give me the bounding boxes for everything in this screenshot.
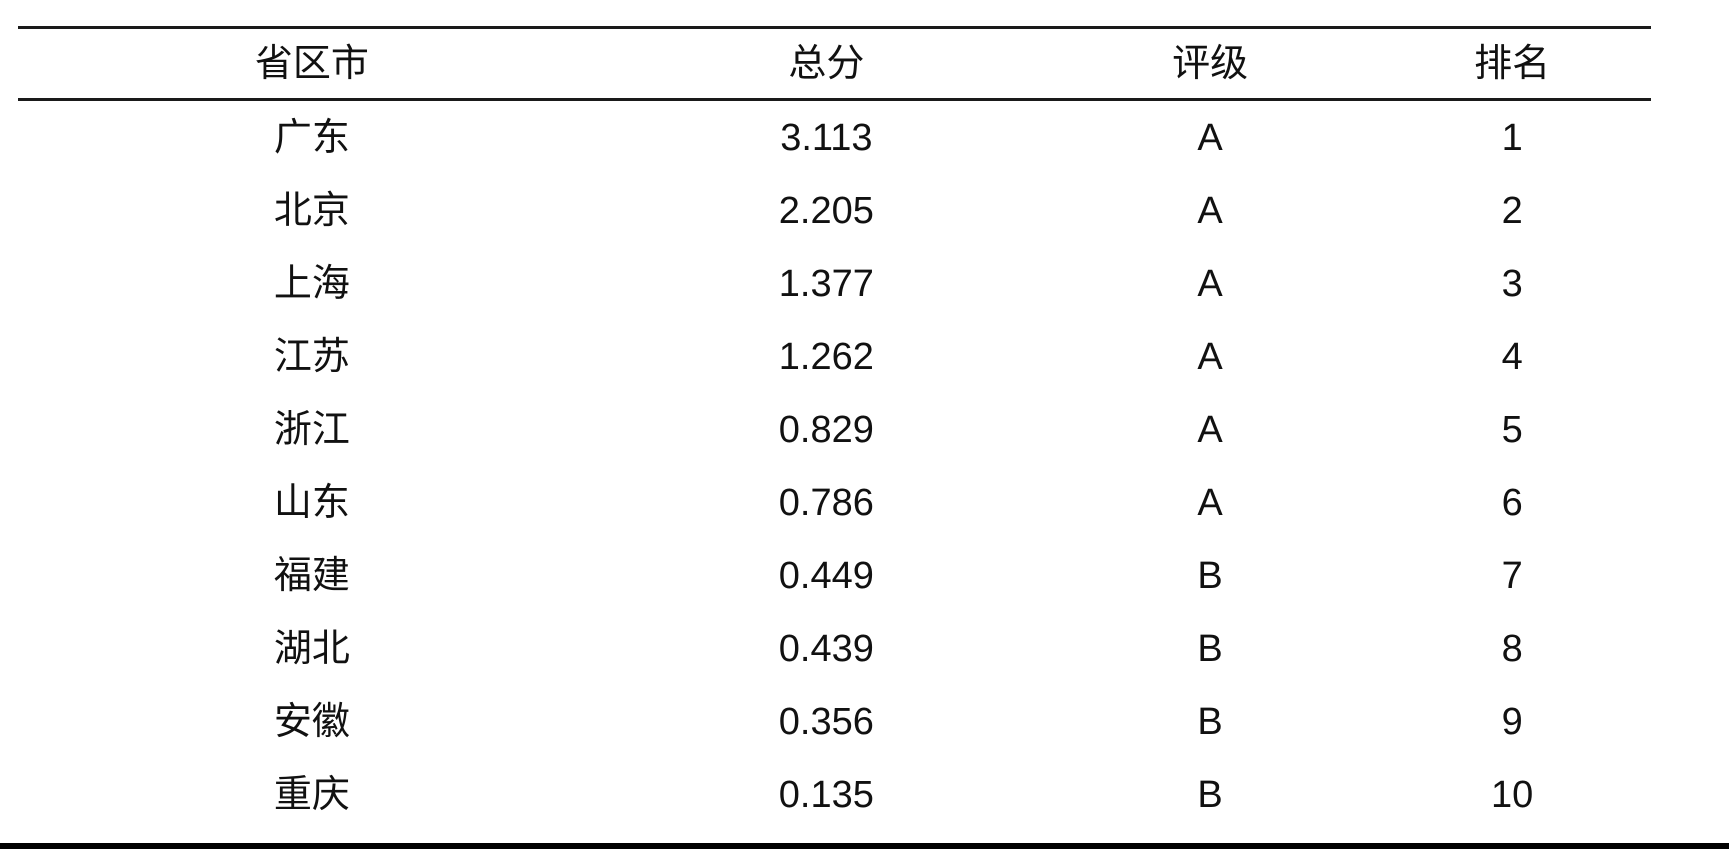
rank-cell: 6 [1501,481,1523,524]
table-row: 山东 0.786 A 6 [18,466,1651,539]
rank-cell: 7 [1501,554,1523,597]
ranking-table: 省区市 总分 评级 排名 广东 3.113 A 1 北京 2.205 A 2 上… [18,26,1651,831]
table-top-rule [18,26,1651,29]
rating-cell: B [1197,700,1223,743]
province-cell: 重庆 [273,773,350,816]
table-row: 福建 0.449 B 7 [18,539,1651,612]
table-row: 安徽 0.356 B 9 [18,685,1651,758]
rank-cell: 10 [1491,773,1534,816]
rating-cell: B [1197,627,1223,670]
bottom-edge-bar [0,843,1729,849]
table-row: 浙江 0.829 A 5 [18,393,1651,466]
province-cell: 上海 [273,262,350,305]
score-cell: 0.439 [778,627,874,670]
score-cell: 1.262 [778,335,874,378]
rank-cell: 4 [1501,335,1523,378]
table-header-rule [18,98,1651,101]
header-province: 省区市 [254,42,369,85]
province-cell: 湖北 [273,627,350,670]
score-cell: 0.829 [778,408,874,451]
score-cell: 0.356 [778,700,874,743]
province-cell: 安徽 [273,700,350,743]
score-cell: 3.113 [780,116,873,159]
rank-cell: 8 [1501,627,1523,670]
table-row: 北京 2.205 A 2 [18,174,1651,247]
province-cell: 北京 [273,189,350,232]
rating-cell: A [1197,335,1223,378]
rating-cell: A [1197,189,1223,232]
table-header-row: 省区市 总分 评级 排名 [18,29,1651,98]
table-row: 广东 3.113 A 1 [18,101,1651,174]
rating-cell: B [1197,773,1223,816]
score-cell: 2.205 [778,189,874,232]
header-score: 总分 [788,42,865,85]
table-row: 江苏 1.262 A 4 [18,320,1651,393]
rating-cell: A [1197,408,1223,451]
table-row: 重庆 0.135 B 10 [18,758,1651,831]
score-cell: 0.786 [778,481,874,524]
rating-cell: B [1197,554,1223,597]
score-cell: 0.449 [778,554,874,597]
rank-cell: 1 [1501,116,1523,159]
province-cell: 浙江 [273,408,350,451]
rating-cell: A [1197,262,1223,305]
rank-cell: 3 [1501,262,1523,305]
score-cell: 1.377 [778,262,874,305]
rank-cell: 9 [1501,700,1523,743]
province-cell: 江苏 [273,335,350,378]
score-cell: 0.135 [778,773,874,816]
province-cell: 广东 [273,116,350,159]
table-row: 上海 1.377 A 3 [18,247,1651,320]
rank-cell: 2 [1501,189,1523,232]
rating-cell: A [1197,116,1223,159]
table-row: 湖北 0.439 B 8 [18,612,1651,685]
province-cell: 福建 [273,554,350,597]
province-cell: 山东 [273,481,350,524]
header-rank: 排名 [1474,42,1551,85]
rating-cell: A [1197,481,1223,524]
table-body: 广东 3.113 A 1 北京 2.205 A 2 上海 1.377 A 3 江… [18,101,1651,831]
header-rating: 评级 [1172,42,1249,85]
rank-cell: 5 [1501,408,1523,451]
